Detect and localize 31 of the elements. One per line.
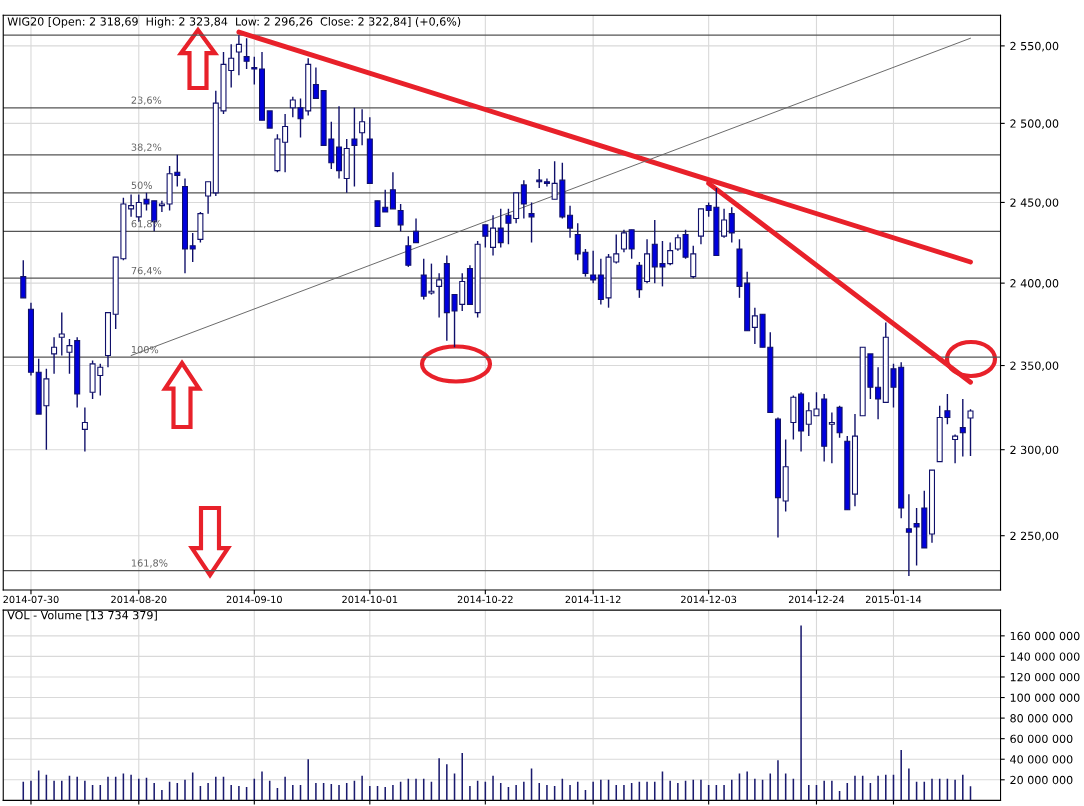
y-tick-label: 100 000 000 [1010, 693, 1080, 702]
y-tick-label: 2 500,00 [1010, 119, 1059, 129]
x-tick-label: 2014-11-12 [565, 595, 621, 604]
y-tick-label: 2 250,00 [1010, 531, 1059, 542]
chart-title: WIG20 [Open: 2 318,69 High: 2 323,84 Low: 2 296,26 Close: 2 322,84] (+0,6%) [7, 17, 461, 28]
y-tick-label: 120 000 000 [1010, 672, 1080, 682]
y-tick-label: 160 000 000 [1010, 631, 1080, 641]
y-tick-label: 20 000 000 [1010, 775, 1073, 785]
y-tick-label: 2 400,00 [1010, 279, 1059, 289]
x-tick-label: 2014-12-03 [681, 595, 737, 604]
x-tick-label: 2014-12-24 [788, 595, 845, 604]
x-tick-label: 2015-01-14 [865, 595, 922, 604]
y-tick-label: 140 000 000 [1010, 652, 1080, 661]
y-tick-label: 2 450,00 [1010, 198, 1059, 208]
annotation: 23,6% [131, 96, 162, 105]
y-tick-label: 80 000 000 [1010, 714, 1073, 723]
x-tick-label: 2014-07-30 [3, 595, 59, 604]
x-tick-label: 2014-08-20 [111, 595, 167, 604]
annotation: 50% [131, 181, 152, 189]
y-tick-label: 2 300,00 [1010, 445, 1059, 456]
y-tick-label: 2 350,00 [1010, 361, 1059, 372]
x-tick-label: 2014-09-10 [226, 595, 282, 604]
chart-title: VOL - Volume [13 734 379] [7, 610, 157, 621]
y-tick-label: 2 550,00 [1010, 41, 1059, 52]
x-tick-label: 2014-10-22 [457, 595, 513, 604]
annotation: 76,4% [131, 266, 162, 276]
annotation: 161,8% [131, 559, 168, 568]
annotation: 38,2% [131, 143, 162, 152]
y-tick-label: 40 000 000 [1010, 755, 1073, 764]
y-tick-label: 60 000 000 [1010, 734, 1073, 744]
x-tick-label: 2014-10-01 [342, 595, 398, 604]
